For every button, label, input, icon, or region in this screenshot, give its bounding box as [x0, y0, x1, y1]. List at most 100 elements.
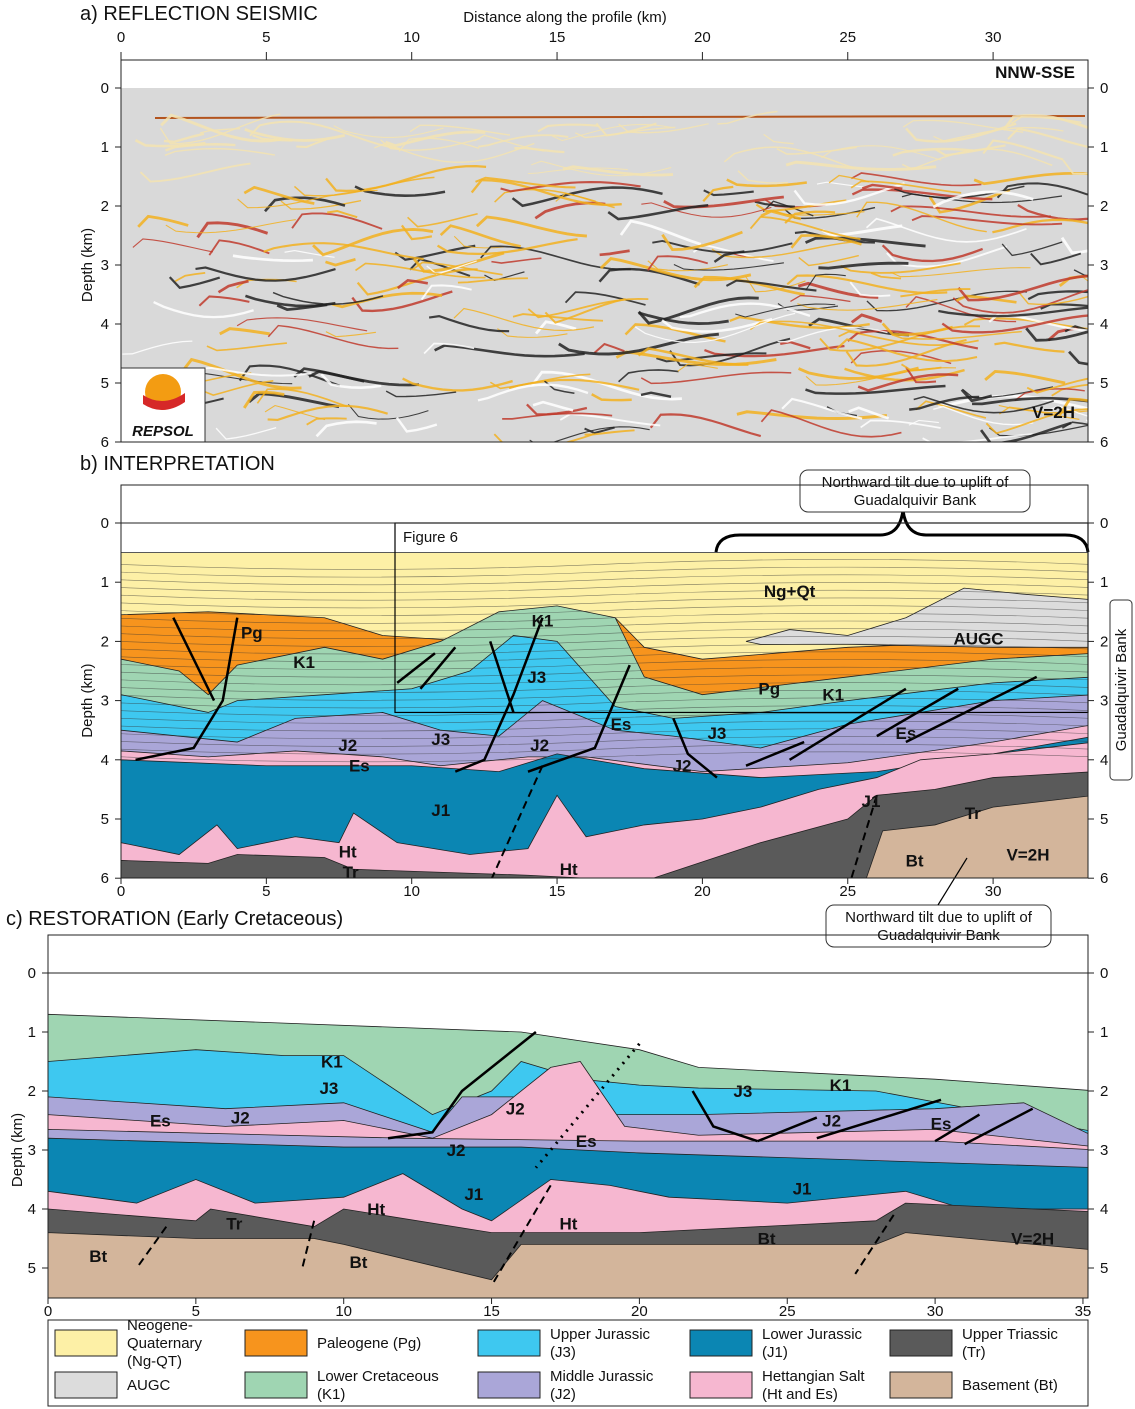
panel-title: b) INTERPRETATION: [80, 453, 275, 475]
legend-label: Upper Jurassic: [550, 1326, 651, 1343]
unit-label: Es: [576, 1132, 597, 1151]
y-tick-label: 5: [1100, 375, 1108, 392]
y-tick-label: 1: [101, 139, 109, 156]
restoration-section: [48, 1014, 1098, 1303]
unit-label: V=2H: [1006, 845, 1049, 864]
unit-label: J2: [530, 736, 549, 755]
legend-label: Hettangian Salt: [762, 1368, 865, 1385]
y-tick-label: 6: [101, 434, 109, 451]
x-tick-label: 30: [985, 883, 1002, 900]
unit-label: J1: [464, 1185, 483, 1204]
y-tick-label: 6: [1100, 870, 1108, 887]
y-tick-label: 6: [101, 870, 109, 887]
x-tick-label: 20: [694, 883, 711, 900]
unit-label: Tr: [226, 1215, 242, 1234]
x-tick-label: 35: [1075, 1303, 1092, 1320]
x-tick-label: 15: [549, 883, 566, 900]
x-tick-label: 25: [839, 883, 856, 900]
figure: REPSOL NNW-SSE V=2H Distance along the prof…: [0, 0, 1135, 1409]
x-tick-label: 10: [403, 29, 420, 46]
seismic-reflector: [1086, 413, 1135, 432]
y-tick-label: 3: [1100, 1142, 1108, 1159]
unit-label: Bt: [89, 1247, 107, 1266]
unit-label: Es: [895, 724, 916, 743]
logo-text: REPSOL: [132, 423, 194, 440]
panel-title: a) REFLECTION SEISMIC: [80, 3, 318, 25]
y-tick-label: 5: [1100, 811, 1108, 828]
legend-label: Upper Triassic: [962, 1326, 1058, 1343]
y-tick-label: 1: [101, 574, 109, 591]
legend-label: (Ng-QT): [127, 1353, 182, 1370]
legend-label: Paleogene (Pg): [317, 1335, 421, 1352]
unit-label: Es: [349, 757, 370, 776]
y-tick-label: 5: [101, 811, 109, 828]
y-tick-label: 1: [28, 1024, 36, 1041]
y-tick-label: 4: [1100, 316, 1108, 333]
x-tick-label: 15: [483, 1303, 500, 1320]
x-tick-label: 25: [839, 29, 856, 46]
y-tick-label: 2: [1100, 633, 1108, 650]
y-axis-title: Depth (km): [9, 1113, 26, 1187]
unit-label: Pg: [241, 623, 263, 642]
y-tick-label: 5: [101, 375, 109, 392]
y-tick-label: 3: [1100, 693, 1108, 710]
legend-swatch: [690, 1330, 752, 1356]
unit-label: J2: [447, 1141, 466, 1160]
unit-label: Ht: [559, 1215, 577, 1234]
unit-label: J1: [793, 1179, 812, 1198]
y-tick-label: 0: [101, 80, 109, 97]
unit-label: J3: [527, 668, 546, 687]
unit-label: Tr: [343, 863, 359, 882]
panel-label: NNW-SSE: [995, 63, 1075, 82]
x-tick-label: 10: [335, 1303, 352, 1320]
seismic-section: [121, 88, 1135, 447]
callout-text: Northward tilt due to uplift of: [822, 474, 1010, 491]
x-axis-title: Distance along the profile (km): [463, 9, 666, 26]
unit-label: J1: [862, 792, 881, 811]
unit-label: K1: [822, 686, 844, 705]
y-tick-label: 1: [1100, 139, 1108, 156]
legend-label: (K1): [317, 1386, 345, 1403]
legend-swatch: [890, 1330, 952, 1356]
tilt-bracket: [716, 510, 1088, 552]
y-tick-label: 1: [1100, 1024, 1108, 1041]
unit-label: Es: [150, 1111, 171, 1130]
unit-label: Bt: [758, 1229, 776, 1248]
legend-swatch: [245, 1372, 307, 1398]
y-tick-label: 5: [28, 1260, 36, 1277]
unit-label: K1: [532, 612, 554, 631]
unit-label: Pg: [758, 680, 780, 699]
y-tick-label: 4: [28, 1201, 36, 1218]
panel-title: c) RESTORATION (Early Cretaceous): [6, 908, 343, 930]
legend-swatch: [55, 1372, 117, 1398]
y-tick-label: 0: [101, 515, 109, 532]
legend-label: AUGC: [127, 1377, 171, 1394]
unit-label: J2: [231, 1108, 250, 1127]
legend-swatch: [890, 1372, 952, 1398]
y-tick-label: 2: [28, 1083, 36, 1100]
legend-label: (Ht and Es): [762, 1386, 838, 1403]
y-tick-label: 1: [1100, 574, 1108, 591]
y-tick-label: 0: [28, 965, 36, 982]
y-tick-label: 5: [1100, 1260, 1108, 1277]
x-tick-label: 20: [631, 1303, 648, 1320]
callout-text: Guadalquivir Bank: [854, 492, 977, 509]
unit-label: Ng+Qt: [764, 582, 816, 601]
unit-label: J2: [822, 1111, 841, 1130]
x-tick-label: 10: [403, 883, 420, 900]
y-tick-label: 3: [28, 1142, 36, 1159]
unit-label: Ht: [339, 842, 357, 861]
y-tick-label: 6: [1100, 434, 1108, 451]
y-tick-label: 2: [101, 198, 109, 215]
y-tick-label: 4: [101, 752, 109, 769]
x-tick-label: 5: [262, 883, 270, 900]
y-tick-label: 0: [1100, 515, 1108, 532]
y-tick-label: 4: [1100, 1201, 1108, 1218]
unit-label: K1: [830, 1076, 852, 1095]
y-tick-label: 2: [101, 633, 109, 650]
side-label: Guadalquivir Bank: [1113, 628, 1130, 751]
y-tick-label: 3: [101, 257, 109, 274]
y-tick-label: 4: [1100, 752, 1108, 769]
x-tick-label: 30: [927, 1303, 944, 1320]
unit-label: J2: [673, 757, 692, 776]
